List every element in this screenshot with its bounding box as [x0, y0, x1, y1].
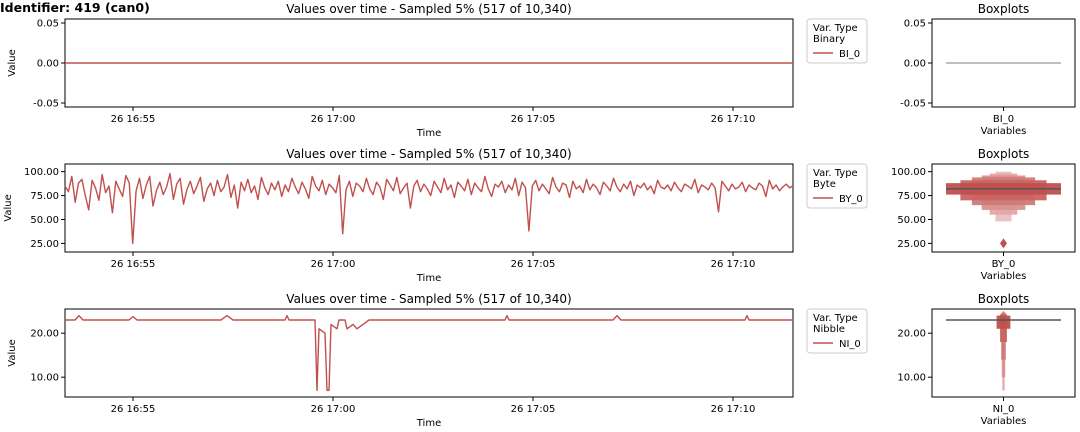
- box-category-label-2: NI_0: [993, 404, 1015, 415]
- legend-subtitle-1: Byte: [813, 179, 836, 190]
- y-axis-label-0: Value: [7, 49, 18, 76]
- x-tick-label-2-2: 26 17:05: [511, 404, 556, 415]
- y-tick-label-2-0: 20.00: [30, 329, 59, 340]
- legend-box-0: [806, 18, 868, 64]
- box-y-tick-label-0-0: 0.05: [904, 19, 926, 30]
- y-tick-label-1-3: 25.00: [30, 239, 59, 250]
- x-tick-label-2-3: 26 17:10: [711, 404, 756, 415]
- box-y-tick-label-0-2: -0.05: [900, 99, 926, 110]
- legend-entry-0: BI_0: [839, 49, 860, 60]
- legend-title-2: Var. Type: [813, 313, 858, 324]
- legend-entry-1: BY_0: [839, 194, 863, 205]
- legend-box-2: [806, 308, 868, 354]
- y-axis-label-1: Value: [3, 194, 14, 221]
- x-axis-label-2: Time: [416, 418, 441, 429]
- y-tick-label-0-0: 0.05: [37, 19, 59, 30]
- series-line-BY_0: [64, 172, 794, 245]
- boxplot-title-1: Boxplots: [978, 147, 1030, 161]
- box-y-tick-label-1-0: 100.00: [891, 167, 926, 178]
- line-chart-title-2: Values over time - Sampled 5% (517 of 10…: [286, 292, 571, 306]
- x-tick-label-1-1: 26 17:00: [311, 259, 356, 270]
- legend-subtitle-2: Nibble: [813, 324, 845, 335]
- boxplot-outlier-1-0: [1000, 238, 1007, 249]
- figure-title: Identifier: 419 (can0): [0, 0, 150, 15]
- x-tick-label-0-3: 26 17:10: [711, 114, 756, 125]
- box-y-tick-label-1-3: 25.00: [897, 239, 926, 250]
- y-tick-label-1-0: 100.00: [24, 167, 59, 178]
- line-axes-frame-2: [64, 308, 794, 398]
- box-category-label-0: BI_0: [993, 114, 1014, 125]
- box-x-axis-label-0: Variables: [981, 126, 1027, 137]
- legend-subtitle-0: Binary: [813, 34, 845, 45]
- y-tick-label-1-2: 50.00: [30, 215, 59, 226]
- box-y-tick-label-0-1: 0.00: [904, 59, 926, 70]
- y-tick-label-1-1: 75.00: [30, 191, 59, 202]
- x-tick-label-2-1: 26 17:00: [311, 404, 356, 415]
- x-tick-label-0-2: 26 17:05: [511, 114, 556, 125]
- y-tick-label-0-1: 0.00: [37, 59, 59, 70]
- box-x-axis-label-1: Variables: [981, 271, 1027, 282]
- x-tick-label-0-0: 26 16:55: [111, 114, 156, 125]
- y-tick-label-0-2: -0.05: [33, 99, 59, 110]
- box-y-tick-label-1-2: 50.00: [897, 215, 926, 226]
- x-tick-label-2-0: 26 16:55: [111, 404, 156, 415]
- box-y-tick-label-2-0: 20.00: [897, 329, 926, 340]
- x-tick-label-0-1: 26 17:00: [311, 114, 356, 125]
- y-tick-label-2-1: 10.00: [30, 373, 59, 384]
- line-axes-frame-1: [64, 163, 794, 253]
- line-chart-title-1: Values over time - Sampled 5% (517 of 10…: [286, 147, 571, 161]
- boxen-box-2-0: [996, 315, 1011, 329]
- x-tick-label-1-0: 26 16:55: [111, 259, 156, 270]
- x-axis-label-0: Time: [416, 128, 441, 139]
- legend-title-0: Var. Type: [813, 23, 858, 34]
- line-chart-title-0: Values over time - Sampled 5% (517 of 10…: [286, 2, 571, 16]
- series-line-NI_0: [65, 314, 793, 392]
- boxplot-title-0: Boxplots: [978, 2, 1030, 16]
- box-x-axis-label-2: Variables: [981, 416, 1027, 427]
- x-tick-label-1-2: 26 17:05: [511, 259, 556, 270]
- boxplot-title-2: Boxplots: [978, 292, 1030, 306]
- y-axis-label-2: Value: [7, 339, 18, 366]
- legend-box-1: [806, 163, 868, 209]
- legend-title-1: Var. Type: [813, 168, 858, 179]
- box-y-tick-label-2-1: 10.00: [897, 373, 926, 384]
- box-category-label-1: BY_0: [992, 259, 1016, 270]
- x-axis-label-1: Time: [416, 273, 441, 284]
- x-tick-label-1-3: 26 17:10: [711, 259, 756, 270]
- legend-entry-2: NI_0: [839, 339, 861, 350]
- box-y-tick-label-1-1: 75.00: [897, 191, 926, 202]
